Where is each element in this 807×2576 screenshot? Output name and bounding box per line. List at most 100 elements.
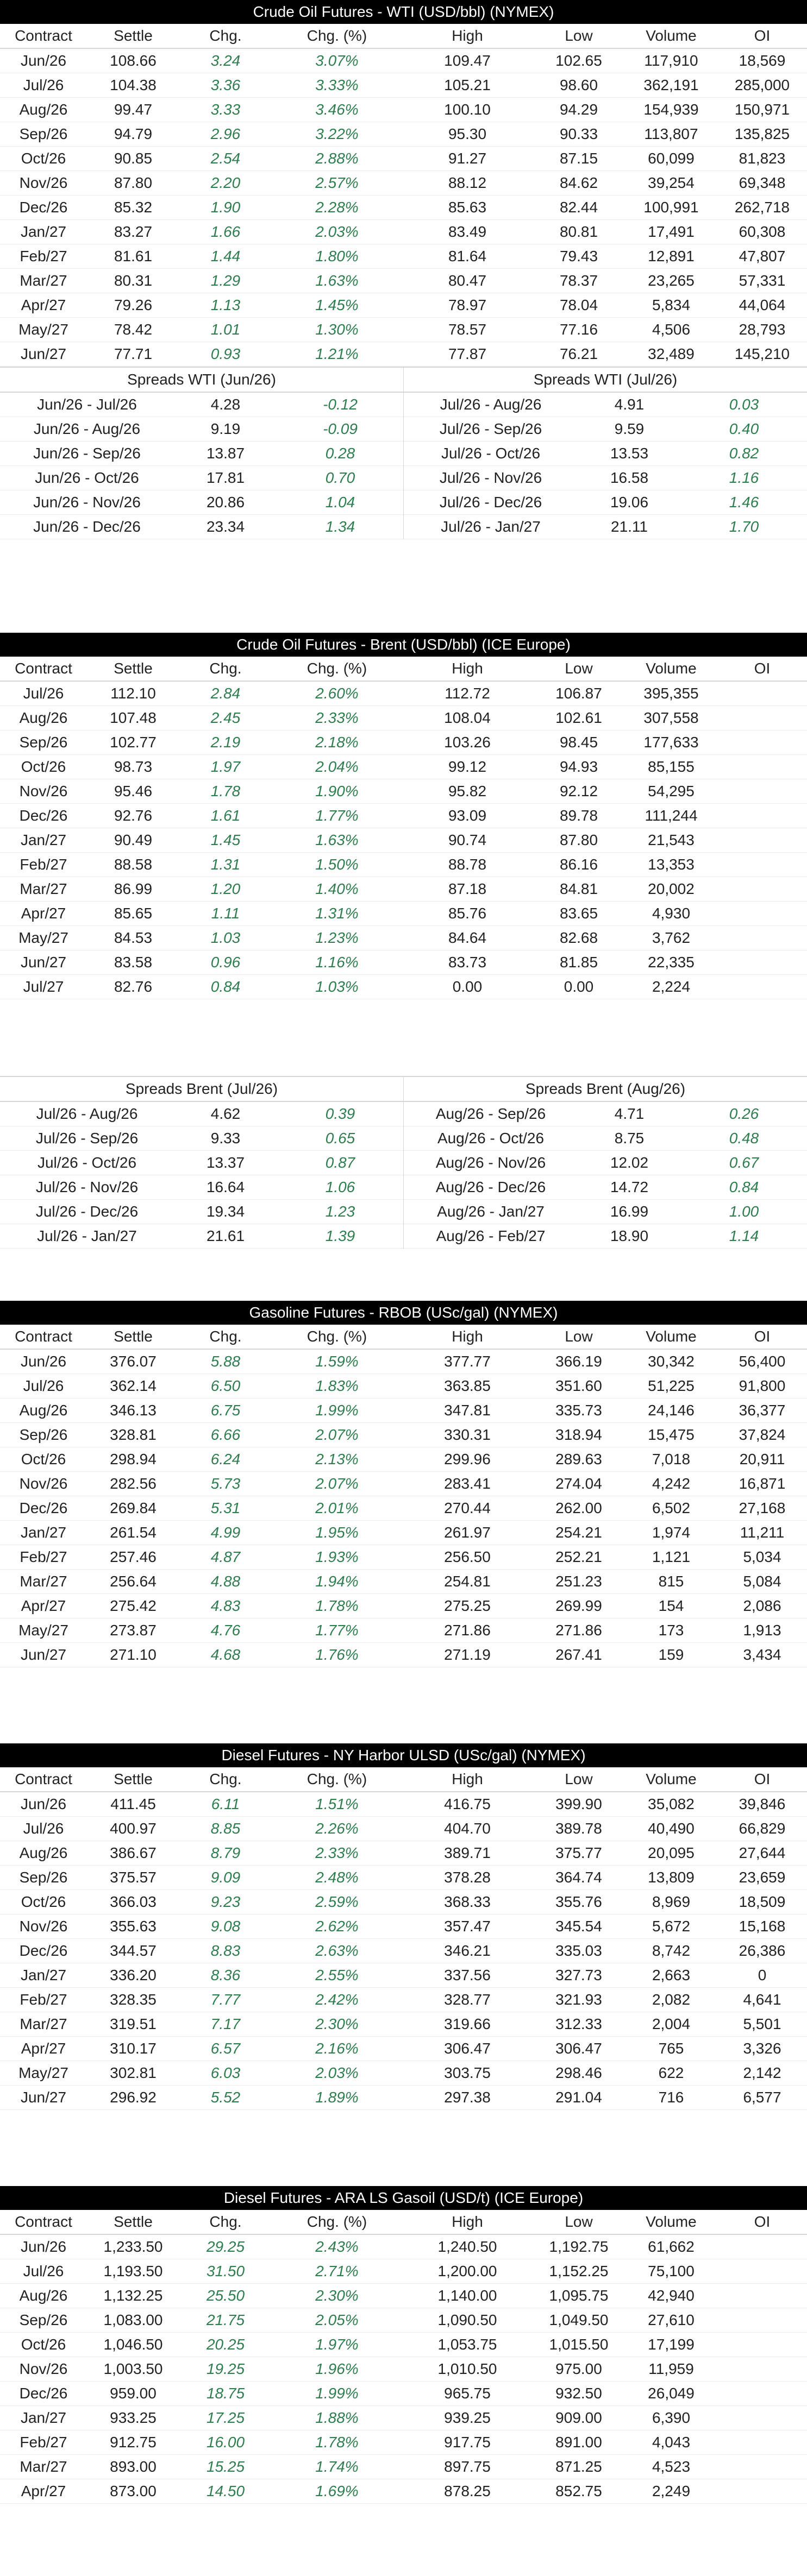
high-cell: 347.81 [402,1398,533,1423]
high-cell: 363.85 [402,1374,533,1399]
chg-cell: 3.36 [179,73,272,98]
column-header-high: High [402,1325,533,1350]
oi-cell: 15,168 [717,1914,807,1939]
ulsd-title: Diesel Futures - NY Harbor ULSD (USc/gal… [0,1743,807,1767]
low-cell: 375.77 [533,1841,625,1866]
chg-pct-cell: 1.90% [272,779,402,804]
contract-cell: Sep/26 [0,730,87,755]
spread-pair-cell: Jul/26 - Sep/26 [0,1126,174,1151]
settle-cell: 386.67 [87,1841,179,1866]
brent-spreads-left: Spreads Brent (Jul/26) Jul/26 - Aug/26 4.… [0,1077,403,1249]
brent-title: Crude Oil Futures - Brent (USD/bbl) (ICE… [0,633,807,657]
spread-pair-cell: Aug/26 - Dec/26 [404,1175,578,1200]
ulsd-header: Contract Settle Chg. Chg. (%) High Low Volume O… [0,1767,807,1792]
table-row: May/27 78.42 1.01 1.30% 78.57 77.16 4,506 28,79… [0,317,807,342]
oi-cell: 18,509 [717,1890,807,1914]
contract-cell: Jul/26 [0,73,87,98]
volume-cell: 40,490 [625,1816,717,1841]
spread-value-cell: 21.11 [578,514,681,539]
spread-value-cell: 13.37 [174,1150,277,1175]
high-cell: 283.41 [402,1471,533,1496]
table-row: Sep/26 102.77 2.19 2.18% 103.26 98.45 177,633 [0,730,807,755]
low-cell: 0.00 [533,974,625,999]
low-cell: 1,049.50 [533,2308,625,2333]
settle-cell: 319.51 [87,2012,179,2037]
contract-cell: Nov/26 [0,779,87,804]
chg-pct-cell: 2.07% [272,1422,402,1447]
high-cell: 254.81 [402,1569,533,1594]
ulsd-body: Jun/26 411.45 6.11 1.51% 416.75 399.90 35,082 3… [0,1792,807,2110]
oi-cell: 60,308 [717,219,807,244]
oi-cell: 150,971 [717,97,807,122]
table-row: Mar/27 893.00 15.25 1.74% 897.75 871.25 4,523 [0,2454,807,2479]
chg-pct-cell: 2.55% [272,1963,402,1988]
low-cell: 86.16 [533,852,625,877]
high-cell: 83.73 [402,950,533,975]
chg-cell: 16.00 [179,2430,272,2455]
gasoil-title: Diesel Futures - ARA LS Gasoil (USD/t) (… [0,2186,807,2210]
spread-value-cell: 21.61 [174,1224,277,1249]
column-header-volume: Volume [625,2210,717,2235]
spread-chg-cell: 0.40 [681,417,807,442]
spread-chg-cell: 0.03 [681,393,807,417]
contract-cell: Aug/26 [0,97,87,122]
contract-cell: Jan/27 [0,1520,87,1545]
spread-value-cell: 16.99 [578,1199,681,1224]
chg-cell: 9.23 [179,1890,272,1914]
contract-cell: Jul/26 [0,1374,87,1399]
spread-pair-cell: Aug/26 - Sep/26 [404,1102,578,1126]
contract-cell: Apr/27 [0,901,87,926]
spread-row: Jun/26 - Sep/26 13.87 0.28 [0,441,403,466]
volume-cell: 4,930 [625,901,717,926]
volume-cell: 26,049 [625,2381,717,2406]
chg-cell: 19.25 [179,2357,272,2382]
column-header-settle: Settle [87,2210,179,2235]
wti-spreads-left: Spreads WTI (Jun/26) Jun/26 - Jul/26 4.28… [0,368,403,539]
oi-cell: 145,210 [717,342,807,367]
low-cell: 289.63 [533,1447,625,1472]
spread-row: Jul/26 - Oct/26 13.53 0.82 [404,441,807,466]
contract-cell: May/27 [0,925,87,950]
low-cell: 364.74 [533,1865,625,1890]
chg-pct-cell: 2.13% [272,1447,402,1472]
spread-pair-cell: Jul/26 - Oct/26 [0,1150,174,1175]
column-header-oi: OI [717,24,807,49]
oi-cell [717,706,807,730]
spread-pair-cell: Jun/26 - Oct/26 [0,465,174,490]
chg-pct-cell: 1.63% [272,828,402,853]
spread-chg-cell: 0.70 [277,465,403,490]
oi-cell: 26,386 [717,1938,807,1963]
high-cell: 368.33 [402,1890,533,1914]
table-row: Mar/27 86.99 1.20 1.40% 87.18 84.81 20,002 [0,877,807,902]
chg-cell: 14.50 [179,2479,272,2504]
table-row: Jun/27 296.92 5.52 1.89% 297.38 291.04 716 6,57… [0,2085,807,2110]
volume-cell: 117,910 [625,48,717,73]
oi-cell: 4,641 [717,1987,807,2012]
settle-cell: 336.20 [87,1963,179,1988]
chg-pct-cell: 1.40% [272,877,402,902]
spread-row: Aug/26 - Feb/27 18.90 1.14 [404,1224,807,1249]
oi-cell [717,2454,807,2479]
volume-cell: 815 [625,1569,717,1594]
contract-cell: Aug/26 [0,706,87,730]
contract-cell: Sep/26 [0,1422,87,1447]
contract-cell: Mar/27 [0,268,87,293]
spread-pair-cell: Jul/26 - Dec/26 [404,490,578,515]
volume-cell: 61,662 [625,2234,717,2259]
volume-cell: 1,974 [625,1520,717,1545]
table-row: Oct/26 366.03 9.23 2.59% 368.33 355.76 8,969 18… [0,1890,807,1914]
spread-value-cell: 9.59 [578,417,681,442]
column-header-high: High [402,657,533,682]
high-cell: 270.44 [402,1496,533,1521]
spread-pair-cell: Jul/26 - Nov/26 [404,465,578,490]
low-cell: 975.00 [533,2357,625,2382]
table-row: Jan/27 90.49 1.45 1.63% 90.74 87.80 21,543 [0,828,807,853]
chg-cell: 4.76 [179,1618,272,1643]
contract-cell: Jun/26 [0,1349,87,1374]
oi-cell: 81,823 [717,146,807,171]
volume-cell: 362,191 [625,73,717,98]
high-cell: 83.49 [402,219,533,244]
volume-cell: 24,146 [625,1398,717,1423]
contract-cell: Mar/27 [0,2454,87,2479]
spread-row: Jun/26 - Nov/26 20.86 1.04 [0,490,403,515]
